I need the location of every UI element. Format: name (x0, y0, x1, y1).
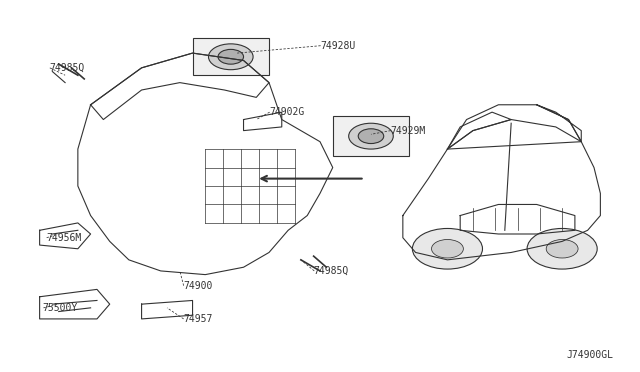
Text: 74900: 74900 (183, 281, 212, 291)
Text: 74985Q: 74985Q (314, 266, 349, 276)
Text: 75500Y: 75500Y (43, 303, 78, 313)
Circle shape (546, 240, 578, 258)
FancyBboxPatch shape (193, 38, 269, 75)
Text: 74956M: 74956M (46, 233, 81, 243)
Circle shape (431, 240, 463, 258)
Circle shape (218, 49, 244, 64)
Text: 74985Q: 74985Q (49, 63, 84, 73)
Text: 74929M: 74929M (390, 126, 426, 136)
Text: 74928U: 74928U (320, 41, 355, 51)
Circle shape (349, 123, 394, 149)
Circle shape (527, 228, 597, 269)
Text: 74957: 74957 (183, 314, 212, 324)
FancyBboxPatch shape (333, 116, 409, 157)
Circle shape (358, 129, 384, 144)
Text: 74902G: 74902G (269, 107, 304, 117)
Circle shape (412, 228, 483, 269)
Circle shape (209, 44, 253, 70)
Text: J74900GL: J74900GL (566, 350, 613, 359)
